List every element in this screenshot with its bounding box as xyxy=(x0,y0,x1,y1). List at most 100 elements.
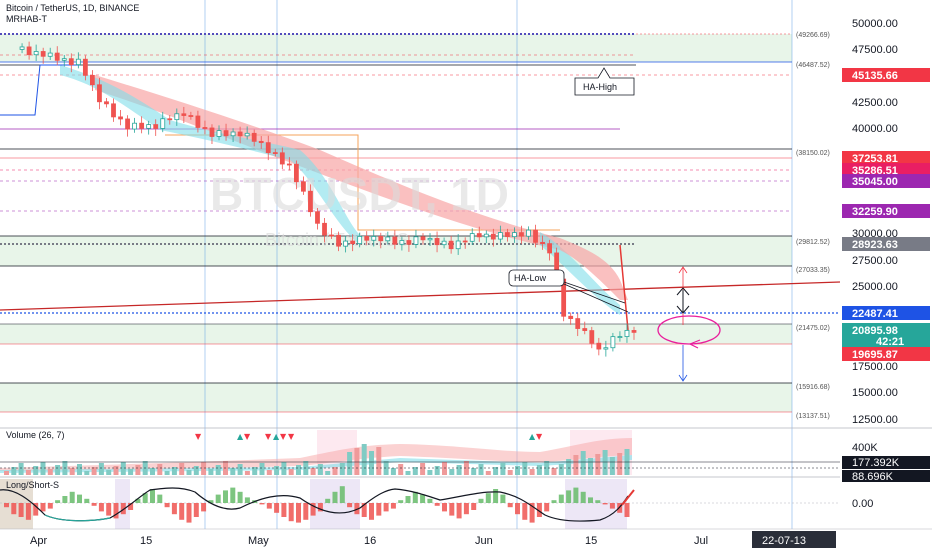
level-lines xyxy=(0,33,840,413)
volume-bar xyxy=(522,462,528,475)
osc-bar xyxy=(405,496,411,503)
osc-bar xyxy=(529,503,535,523)
candle-body xyxy=(540,241,545,245)
volume-bar xyxy=(405,471,411,475)
osc-bar xyxy=(442,503,447,512)
price-tick: 17500.00 xyxy=(852,361,898,373)
candle-body xyxy=(420,236,426,241)
osc-bar xyxy=(69,491,75,503)
zone-bottom xyxy=(0,383,792,412)
candle-body xyxy=(104,101,109,105)
candle-body xyxy=(336,234,341,247)
osc-bar xyxy=(259,503,265,505)
volume-bar xyxy=(500,463,506,475)
osc-bar xyxy=(493,489,499,503)
candle-body xyxy=(504,232,510,238)
osc-bar xyxy=(434,503,440,506)
price-tick: 25000.00 xyxy=(852,281,898,293)
ha-low-callout[interactable]: HA-Low xyxy=(508,269,629,313)
candle-body xyxy=(329,234,334,237)
svg-text:▼: ▼ xyxy=(288,432,295,441)
osc-bar xyxy=(522,503,528,520)
zone-low xyxy=(0,324,792,344)
price-badge-label: 37253.81 xyxy=(852,153,898,165)
osc-bar xyxy=(398,500,404,503)
osc-bar xyxy=(609,503,615,509)
osc-bar xyxy=(303,503,309,520)
osc-bar xyxy=(179,503,185,520)
volume-bar xyxy=(339,463,345,475)
time-label: 15 xyxy=(585,535,597,547)
volume-bar xyxy=(434,466,440,475)
osc-bar xyxy=(544,503,550,512)
candle-body xyxy=(111,103,116,118)
time-axis-bg[interactable] xyxy=(0,529,932,550)
volume-bar xyxy=(369,451,374,475)
osc-bar xyxy=(602,503,608,505)
volume-bar xyxy=(201,462,207,475)
osc-bar xyxy=(230,487,236,503)
osc-bar xyxy=(120,503,126,515)
osc-bar xyxy=(40,503,46,512)
svg-text:▼: ▼ xyxy=(536,432,543,441)
zone-top xyxy=(0,34,792,62)
candle-body xyxy=(75,58,81,66)
osc-bar xyxy=(624,503,630,517)
osc-bar xyxy=(201,503,207,512)
candle-body xyxy=(209,127,215,137)
price-ticks: 50000.00 47500.00 42500.00 40000.00 3000… xyxy=(852,18,898,426)
level-label: (21475.02) xyxy=(796,325,830,332)
osc-bar xyxy=(288,503,294,522)
candle-body xyxy=(47,52,53,57)
osc-bar xyxy=(500,494,506,503)
volume-bar xyxy=(40,462,46,475)
candle-body xyxy=(343,240,349,247)
osc-bar xyxy=(135,498,141,503)
candle-body xyxy=(258,140,264,144)
candle-body xyxy=(624,330,630,337)
drawing-arrows[interactable] xyxy=(657,266,721,382)
volume-bar xyxy=(427,470,433,475)
volume-bar xyxy=(609,457,615,475)
candle-body xyxy=(631,330,637,333)
volume-bar xyxy=(515,466,520,475)
volume-bar xyxy=(449,469,455,475)
osc-bar xyxy=(128,503,134,510)
svg-text:▲: ▲ xyxy=(273,432,280,441)
volume-bar xyxy=(442,462,447,475)
candle-body xyxy=(490,233,496,240)
volume-bar xyxy=(113,466,119,475)
candle-body xyxy=(322,222,327,236)
svg-text:▼: ▼ xyxy=(244,432,251,441)
price-badge xyxy=(842,204,930,218)
svg-text:▲: ▲ xyxy=(237,432,244,441)
price-badge-label: 35045.00 xyxy=(852,176,898,188)
osc-bar xyxy=(383,503,389,512)
candle-body xyxy=(216,130,222,137)
level-label: (49266.69) xyxy=(796,32,830,39)
volume-bar xyxy=(566,459,572,475)
candle-body xyxy=(195,115,201,128)
volume-bar xyxy=(471,468,477,475)
candle-body xyxy=(153,124,159,129)
candle-body xyxy=(286,163,292,166)
volume-bar xyxy=(98,463,104,475)
ha-high-callout[interactable]: HA-High xyxy=(574,67,635,96)
time-label: May xyxy=(248,535,269,547)
candle-body xyxy=(589,330,595,344)
candle-body xyxy=(497,232,503,240)
osc-bar xyxy=(164,503,170,508)
candle-body xyxy=(413,236,419,245)
candle-body xyxy=(399,240,405,245)
osc-bar xyxy=(332,491,338,503)
candle-body xyxy=(512,232,517,238)
time-label: Apr xyxy=(30,535,47,547)
osc-bar xyxy=(215,494,221,503)
candle-body xyxy=(272,152,278,154)
volume-bar xyxy=(237,464,243,475)
price-badge-label: 19695.87 xyxy=(852,349,898,361)
trend-line[interactable] xyxy=(0,281,841,311)
candle-body xyxy=(568,315,574,319)
candle-body xyxy=(181,113,187,116)
